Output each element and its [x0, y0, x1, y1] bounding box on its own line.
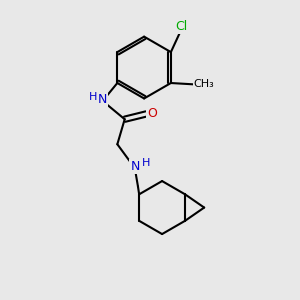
- Text: Cl: Cl: [175, 20, 187, 33]
- Text: H: H: [142, 158, 150, 168]
- Text: CH₃: CH₃: [194, 80, 214, 89]
- Text: O: O: [147, 107, 157, 120]
- Text: H: H: [89, 92, 97, 102]
- Text: N: N: [98, 93, 107, 106]
- Text: N: N: [130, 160, 140, 173]
